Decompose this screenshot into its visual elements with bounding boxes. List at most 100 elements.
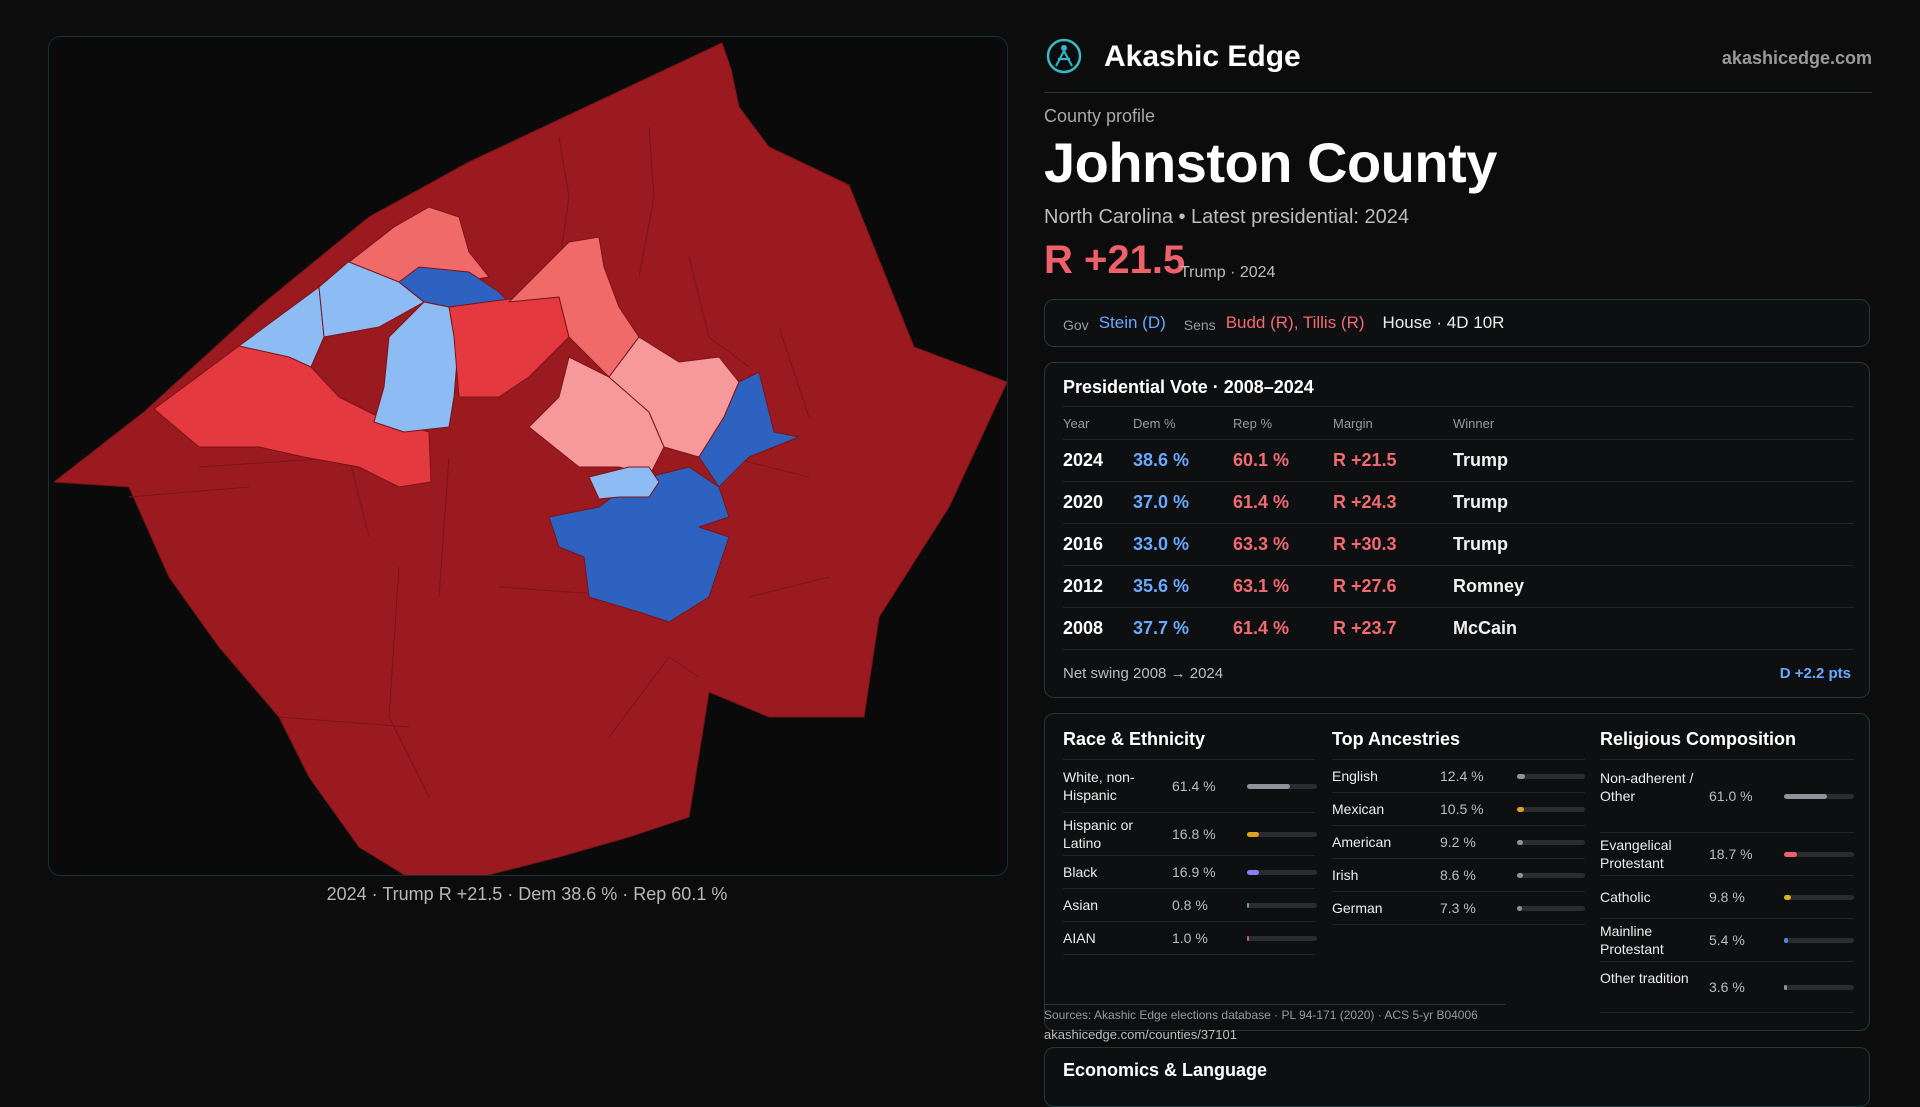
race-pct: 16.9 % <box>1172 863 1216 880</box>
cell-rep: 60.1 % <box>1233 450 1290 470</box>
religion-row: Non-adherent / Other 61.0 % <box>1600 760 1854 833</box>
precinct-town-dem[interactable] <box>588 466 660 500</box>
ancestry-bar <box>1517 773 1585 779</box>
ancestry-bar <box>1517 905 1585 911</box>
religion-bar-fill <box>1784 793 1827 799</box>
col-rep: Rep % <box>1233 416 1273 431</box>
cell-winner: McCain <box>1453 618 1518 638</box>
religion-pct: 5.4 % <box>1709 931 1745 948</box>
col-year: Year <box>1063 416 1090 431</box>
map-svg <box>53 42 1007 875</box>
religion-name: Other tradition <box>1600 970 1689 986</box>
race-bar <box>1247 831 1317 837</box>
sources-url[interactable]: akashicedge.com/counties/37101 <box>1044 1027 1237 1042</box>
race-name: AIAN <box>1063 930 1096 946</box>
ancestry-row: English 12.4 % <box>1332 760 1585 793</box>
cell-winner: Romney <box>1453 576 1525 596</box>
race-row: Asian 0.8 % <box>1063 889 1317 922</box>
race-bar <box>1247 869 1317 875</box>
net-swing-label: Net swing 2008 → 2024 <box>1063 665 1224 682</box>
cell-winner: Trump <box>1453 450 1509 470</box>
religion-bar <box>1784 984 1854 990</box>
map-caption: 2024 · Trump R +21.5 · Dem 38.6 % · Rep … <box>326 884 728 904</box>
table-row: 2016 33.0 % 63.3 % R +30.3 Trump <box>1063 524 1853 566</box>
table-row: 2012 35.6 % 63.1 % R +27.6 Romney <box>1063 566 1853 608</box>
cell-year: 2008 <box>1063 618 1104 638</box>
ancestry-name: Irish <box>1332 867 1359 883</box>
sens-label: Sens <box>1183 316 1216 333</box>
religion-bar-fill <box>1784 937 1788 943</box>
religion-bar-fill <box>1784 894 1791 900</box>
presidential-table: Presidential Vote · 2008–2024 Year Dem %… <box>1044 362 1870 698</box>
religion-row: Catholic 9.8 % <box>1600 876 1854 919</box>
ancestry-name: German <box>1332 900 1383 916</box>
race-row: AIAN 1.0 % <box>1063 922 1317 955</box>
cell-year: 2020 <box>1063 492 1104 512</box>
religion-name: Catholic <box>1600 889 1651 905</box>
race-title: Race & Ethnicity <box>1063 726 1315 760</box>
cell-year: 2016 <box>1063 534 1104 554</box>
cell-dem: 35.6 % <box>1133 576 1190 596</box>
ancestry-column: Top Ancestries English 12.4 % Mexican 10.5 … <box>1332 726 1585 925</box>
ancestry-name: Mexican <box>1332 801 1385 817</box>
religion-name: Non-adherent / Other <box>1600 770 1694 804</box>
senators: Budd (R), Tillis (R) <box>1225 313 1365 332</box>
site-link[interactable]: akashicedge.com <box>1721 48 1872 68</box>
ancestry-row: Irish 8.6 % <box>1332 859 1585 892</box>
net-swing-value: D +2.2 pts <box>1779 665 1851 682</box>
col-dem: Dem % <box>1133 416 1176 431</box>
religion-bar <box>1784 793 1854 799</box>
col-margin: Margin <box>1333 416 1373 431</box>
religion-column: Religious Composition Non-adherent / Oth… <box>1600 726 1854 1013</box>
cell-rep: 61.4 % <box>1233 492 1290 512</box>
presidential-title: Presidential Vote · 2008–2024 <box>1063 377 1314 397</box>
ancestry-name: English <box>1332 768 1378 784</box>
ancestry-name: American <box>1332 834 1392 850</box>
race-row: Black 16.9 % <box>1063 856 1317 889</box>
ancestry-bar <box>1517 806 1585 812</box>
cell-rep: 63.1 % <box>1233 576 1290 596</box>
sources-text: Sources: Akashic Edge elections database… <box>1044 1008 1478 1022</box>
race-pct: 0.8 % <box>1172 896 1208 913</box>
brand-name: Akashic Edge <box>1104 40 1301 73</box>
ancestry-pct: 7.3 % <box>1440 899 1476 916</box>
race-pct: 1.0 % <box>1172 929 1208 946</box>
cell-year: 2024 <box>1063 450 1104 470</box>
religion-bar <box>1784 894 1854 900</box>
race-bar <box>1247 902 1317 908</box>
precinct-west-dem[interactable] <box>238 286 325 368</box>
precinct-center-dem[interactable] <box>373 301 460 433</box>
race-row: White, non-Hispanic 61.4 % <box>1063 760 1317 813</box>
house-delegation: House · 4D 10R <box>1382 313 1505 332</box>
race-pct: 16.8 % <box>1172 825 1216 842</box>
religion-bar-fill <box>1784 851 1798 857</box>
cell-rep: 61.4 % <box>1233 618 1290 638</box>
race-bar-fill <box>1247 902 1249 908</box>
officials-bar: Gov Stein (D) Sens Budd (R), Tillis (R) … <box>1044 299 1870 347</box>
race-name: White, non-Hispanic <box>1063 769 1135 803</box>
precinct-base[interactable] <box>53 42 1007 875</box>
religion-row: Other tradition 3.6 % <box>1600 962 1854 1013</box>
economics-title: Economics & Language <box>1063 1060 1268 1080</box>
table-row: 2008 37.7 % 61.4 % R +23.7 McCain <box>1063 608 1853 650</box>
precinct-east-dem[interactable] <box>698 371 800 488</box>
precinct-south-dem[interactable] <box>548 466 730 623</box>
col-winner: Winner <box>1453 416 1495 431</box>
religion-name: Evangelical Protestant <box>1600 837 1672 871</box>
ancestry-pct: 10.5 % <box>1440 800 1484 817</box>
religion-bar <box>1784 851 1854 857</box>
ancestry-bar-fill <box>1517 806 1525 812</box>
ancestry-bar-fill <box>1517 872 1523 878</box>
cell-margin: R +27.6 <box>1333 576 1397 596</box>
precinct-north-lean[interactable] <box>508 236 640 378</box>
headline-margin: R +21.5 <box>1044 238 1186 282</box>
religion-name: Mainline Protestant <box>1600 923 1664 957</box>
race-row: Hispanic or Latino 16.8 % <box>1063 813 1317 856</box>
ancestry-row: German 7.3 % <box>1332 892 1585 925</box>
race-name: Hispanic or Latino <box>1063 817 1134 851</box>
ancestry-bar-fill <box>1517 839 1524 845</box>
race-pct: 61.4 % <box>1172 777 1216 794</box>
precinct-map[interactable] <box>48 36 1008 876</box>
demographics-panel: Race & Ethnicity White, non-Hispanic 61.4… <box>1044 713 1870 1031</box>
table-row: 2020 37.0 % 61.4 % R +24.3 Trump <box>1063 482 1853 524</box>
